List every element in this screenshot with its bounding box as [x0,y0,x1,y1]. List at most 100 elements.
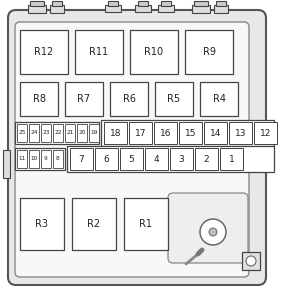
Text: 3: 3 [179,154,184,164]
Bar [30,1,44,6]
Bar [65,124,75,142]
Bar [179,122,202,144]
Text: 4: 4 [154,154,159,164]
Text: 25: 25 [18,130,26,136]
FancyBboxPatch shape [15,22,249,277]
Bar [204,122,227,144]
Text: R5: R5 [168,94,181,104]
Text: 24: 24 [30,130,38,136]
Text: R8: R8 [32,94,45,104]
Bar [110,82,148,116]
Bar [161,1,171,6]
FancyBboxPatch shape [8,10,266,285]
Text: 1: 1 [229,154,234,164]
Text: 11: 11 [18,157,26,161]
Bar [20,30,68,74]
Bar [170,148,193,170]
Circle shape [246,256,256,266]
Bar [72,198,116,250]
Bar [3,150,10,178]
Bar [220,148,243,170]
Text: 9: 9 [44,157,48,161]
Circle shape [209,228,217,236]
Text: R2: R2 [87,219,101,229]
Bar [155,82,193,116]
Bar [20,82,58,116]
Text: 21: 21 [66,130,74,136]
Text: 13: 13 [235,128,246,137]
Bar [28,5,46,13]
Text: R4: R4 [212,94,225,104]
Text: R3: R3 [36,219,49,229]
Text: 5: 5 [129,154,134,164]
Text: 2: 2 [204,154,209,164]
Text: R6: R6 [122,94,135,104]
Bar [50,5,64,13]
Bar [67,146,274,172]
Text: 19: 19 [90,130,98,136]
Bar [129,122,152,144]
Bar [242,252,260,270]
Bar [52,1,62,6]
Bar [254,122,277,144]
Text: R11: R11 [89,47,108,57]
Bar [77,124,87,142]
Bar [124,198,168,250]
Bar [70,148,93,170]
FancyBboxPatch shape [168,193,248,263]
Bar [192,5,210,13]
Bar [130,30,178,74]
Bar [154,122,177,144]
Bar [101,120,274,146]
Bar [29,124,39,142]
Bar [41,150,51,168]
Text: 12: 12 [260,128,271,137]
Bar [216,1,226,6]
Bar [65,82,103,116]
Bar [75,30,123,74]
Circle shape [200,219,226,245]
Text: R12: R12 [34,47,54,57]
Bar [53,124,63,142]
Bar [104,122,127,144]
Bar [200,82,238,116]
Text: 17: 17 [135,128,146,137]
Text: 10: 10 [30,157,38,161]
Text: 7: 7 [79,154,84,164]
Text: R10: R10 [145,47,164,57]
Text: 14: 14 [210,128,221,137]
Text: 8: 8 [56,157,60,161]
Text: 15: 15 [185,128,196,137]
Bar [20,198,64,250]
Bar [138,1,148,6]
Bar [95,148,118,170]
Text: R7: R7 [78,94,91,104]
Text: 16: 16 [160,128,171,137]
Bar [229,122,252,144]
Bar [17,150,27,168]
Bar [15,148,65,170]
Bar [53,150,63,168]
Text: R9: R9 [202,47,216,57]
Bar [195,148,218,170]
Bar [214,5,228,13]
Text: R1: R1 [139,219,153,229]
Bar [135,5,151,12]
Bar [185,30,233,74]
Bar [29,150,39,168]
Bar [17,124,27,142]
Bar [120,148,143,170]
Bar [108,1,118,6]
Text: 23: 23 [42,130,50,136]
Bar [158,5,174,12]
Text: 18: 18 [110,128,121,137]
Bar [15,122,99,144]
Bar [89,124,99,142]
Bar [145,148,168,170]
Bar [41,124,51,142]
Bar [194,1,208,6]
Text: 20: 20 [78,130,86,136]
Text: 22: 22 [54,130,62,136]
Bar [105,5,121,12]
Text: 6: 6 [104,154,109,164]
